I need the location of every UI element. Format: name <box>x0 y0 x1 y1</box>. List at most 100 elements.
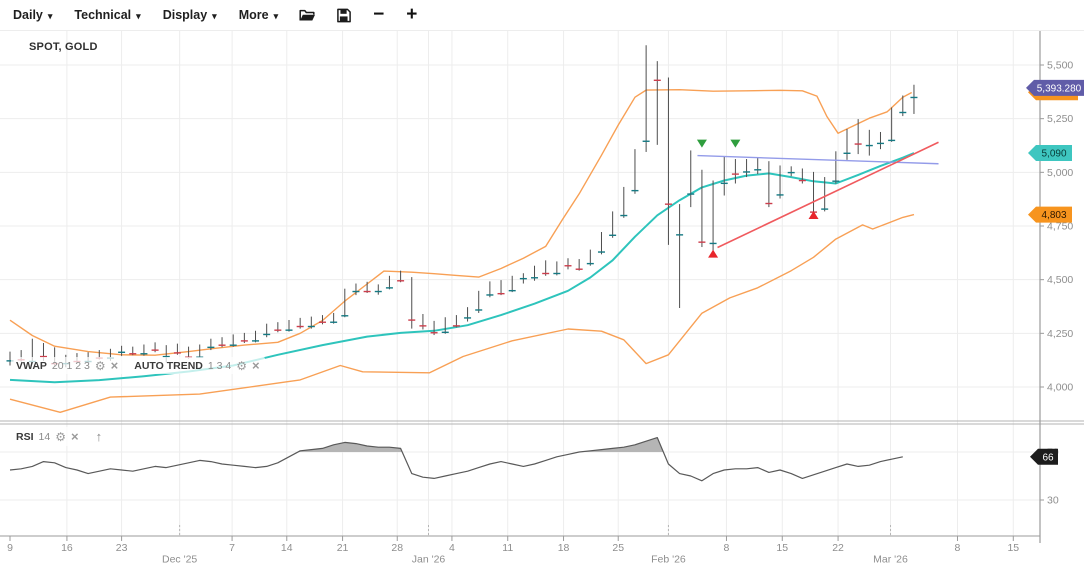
vwap-badge <box>1028 145 1072 162</box>
price-tick-label: 5,500 <box>1047 60 1073 72</box>
candle <box>687 193 695 195</box>
menu-timeframe-label: Daily <box>13 8 43 22</box>
candle <box>408 319 416 321</box>
menu-display[interactable]: Display ▾ <box>152 0 228 30</box>
candle <box>564 265 572 267</box>
candle <box>307 325 315 328</box>
candle <box>263 333 271 336</box>
candle <box>821 208 829 210</box>
candle <box>497 292 505 295</box>
move-panel-up-icon[interactable]: ↑ <box>95 429 103 444</box>
candle <box>464 317 472 319</box>
rsi-panel[interactable] <box>9 437 903 482</box>
day-tick-label: 15 <box>776 542 788 554</box>
candle <box>475 309 483 311</box>
menu-more[interactable]: More ▾ <box>228 0 289 30</box>
candle <box>151 349 159 351</box>
candle <box>765 202 773 205</box>
candle <box>6 360 14 362</box>
vwap-line <box>9 152 915 384</box>
toolbar: Daily ▾ Technical ▾ Display ▾ More ▾ <box>0 0 1084 31</box>
candle <box>352 290 360 293</box>
candle <box>229 344 237 346</box>
candle <box>653 79 661 81</box>
rsi-badge-label: 66 <box>1042 452 1054 463</box>
candle <box>363 290 371 293</box>
candle <box>318 321 326 323</box>
candle <box>843 152 851 154</box>
candle <box>140 353 148 355</box>
day-tick-label: 15 <box>1007 542 1019 554</box>
day-tick-label: 14 <box>281 542 293 554</box>
candle <box>207 346 215 349</box>
candle <box>542 272 550 275</box>
candle <box>385 287 393 289</box>
day-tick-label: 21 <box>337 542 349 554</box>
candle <box>888 139 896 142</box>
candle <box>419 325 427 327</box>
day-tick-label: 25 <box>612 542 624 554</box>
candle <box>597 251 605 253</box>
day-tick-label: 8 <box>724 542 730 554</box>
auto-trend-legend: AUTO TREND 1 3 4 ⚙ × <box>134 359 259 372</box>
price-tick-label: 5,250 <box>1047 113 1073 125</box>
gear-icon[interactable]: ⚙ <box>94 358 106 373</box>
candle <box>865 144 873 147</box>
candle <box>296 325 304 328</box>
close-icon[interactable]: × <box>252 358 260 373</box>
save-icon <box>337 8 351 22</box>
last-price-badge-label: 5,393.280 <box>1037 83 1082 94</box>
candle <box>519 277 527 280</box>
candle <box>743 171 751 173</box>
save-chart-button[interactable] <box>326 0 362 30</box>
vwap-badge-label: 5,090 <box>1041 149 1066 160</box>
lower-band-line <box>9 213 915 413</box>
buy-signal-arrow <box>808 210 819 219</box>
candle <box>609 234 617 236</box>
chevron-down-icon: ▾ <box>212 10 217 21</box>
lower-band-badge <box>1028 206 1072 223</box>
price-tick-label: 4,000 <box>1047 382 1073 394</box>
menu-timeframe[interactable]: Daily ▾ <box>2 0 63 30</box>
zoom-out-button[interactable]: − <box>373 4 385 25</box>
candle <box>720 182 728 185</box>
candle <box>330 321 338 323</box>
rsi-line <box>9 437 903 482</box>
vwap-legend-name: VWAP <box>16 359 47 372</box>
menu-technical[interactable]: Technical ▾ <box>63 0 151 30</box>
folder-open-icon <box>299 9 316 20</box>
zoom-in-button[interactable]: + <box>406 4 418 25</box>
vwap-legend: VWAP 20 1 2 3 ⚙ × <box>16 359 118 372</box>
gear-icon[interactable]: ⚙ <box>55 429 66 444</box>
candle <box>876 142 884 145</box>
candle <box>285 329 293 331</box>
candle <box>731 173 739 175</box>
gear-icon[interactable]: ⚙ <box>236 358 247 373</box>
close-icon[interactable]: × <box>110 358 119 373</box>
buy-signal-arrow <box>708 249 719 258</box>
candle <box>631 189 639 192</box>
last-price-badge <box>1026 79 1084 96</box>
close-icon[interactable]: × <box>70 429 79 444</box>
candle <box>486 294 494 296</box>
rsi-overbought-fill <box>10 437 903 452</box>
candle <box>252 340 260 342</box>
candle <box>575 268 583 270</box>
axis-badges: 5,393.280 5,090 4,803 66 <box>1026 79 1084 465</box>
day-tick-label: 11 <box>502 542 513 554</box>
rsi-legend-group: RSI 14 ⚙ × ↑ <box>16 429 102 444</box>
candle <box>441 331 449 334</box>
candle <box>430 332 438 334</box>
chevron-down-icon: ▾ <box>47 10 53 21</box>
month-tick-label: Mar '26 <box>873 554 908 566</box>
day-tick-label: 7 <box>229 542 235 554</box>
price-tick-label: 4,750 <box>1047 221 1073 233</box>
price-tick-label: 4,500 <box>1047 274 1073 286</box>
axis-labels: 5,5005,2505,0004,7504,5004,2504,00070309… <box>7 60 1073 566</box>
open-chart-button[interactable] <box>289 0 326 30</box>
upper-band-line <box>9 89 913 356</box>
day-tick-label: 22 <box>832 542 844 554</box>
auto-trend-legend-params: 1 3 4 <box>207 359 232 372</box>
